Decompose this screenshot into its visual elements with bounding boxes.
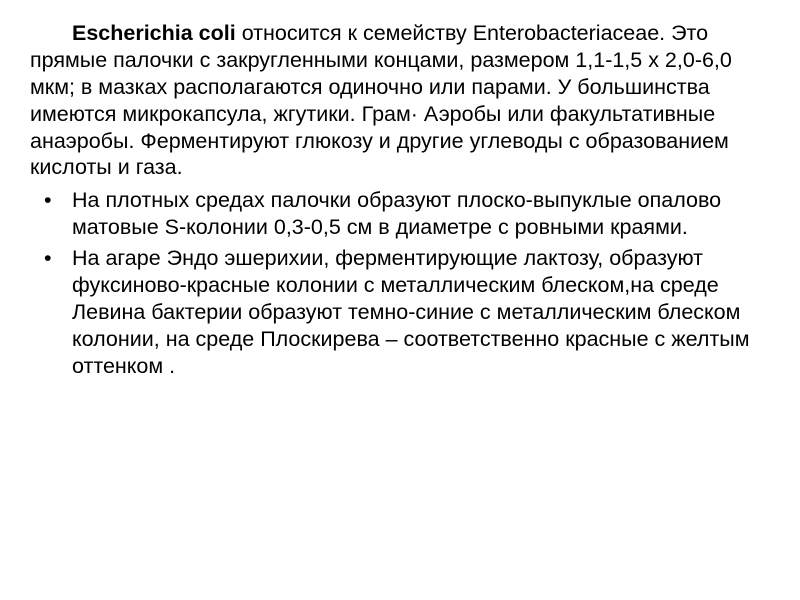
list-item-text: На агаре Эндо эшерихии, ферментирующие л… — [72, 246, 750, 378]
list-item: • На агаре Эндо эшерихии, ферментирующие… — [30, 245, 770, 379]
bullet-list: • На плотных средах палочки образуют пло… — [30, 187, 770, 379]
list-item-text: На плотных средах палочки образуют плоск… — [72, 188, 721, 239]
list-item: • На плотных средах палочки образуют пло… — [30, 187, 770, 241]
bullet-icon: • — [44, 187, 52, 214]
bullet-icon: • — [44, 245, 52, 272]
intro-bold-term: Escherichia coli — [72, 21, 236, 45]
intro-paragraph: Escherichia coli относится к семейству E… — [30, 20, 770, 181]
